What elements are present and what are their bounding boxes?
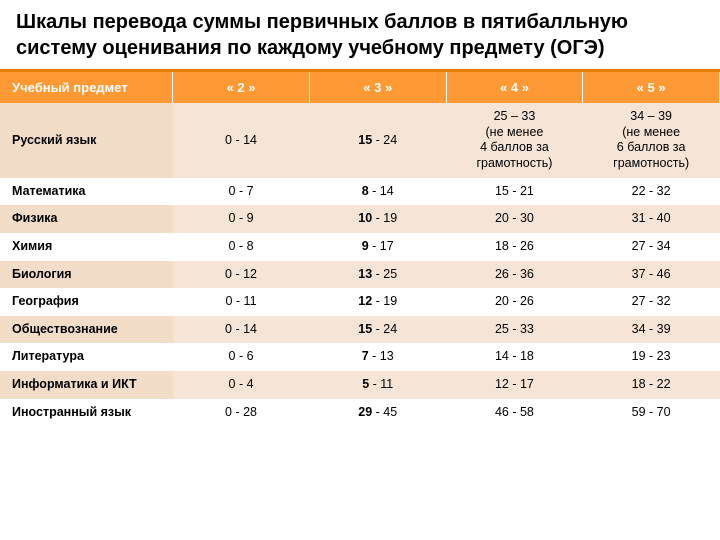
header-grade-2: « 2 » — [173, 72, 310, 103]
cell-grade-3: 15 - 24 — [309, 103, 446, 178]
header-grade-4: « 4 » — [446, 72, 583, 103]
header-subject: Учебный предмет — [0, 72, 173, 103]
cell-grade-4: 25 - 33 — [446, 316, 583, 344]
cell-subject: География — [0, 288, 173, 316]
cell-grade-2: 0 - 9 — [173, 205, 310, 233]
table-row: Математика0 - 78 - 1415 - 2122 - 32 — [0, 178, 720, 206]
cell-subject: Обществознание — [0, 316, 173, 344]
page-title: Шкалы перевода суммы первичных баллов в … — [0, 0, 720, 72]
cell-grade-5: 34 – 39 (не менее 6 баллов за грамотност… — [583, 103, 720, 178]
cell-grade-2: 0 - 8 — [173, 233, 310, 261]
cell-grade-3: 9 - 17 — [309, 233, 446, 261]
table-row: Иностранный язык0 - 2829 - 4546 - 5859 -… — [0, 399, 720, 427]
cell-subject: Иностранный язык — [0, 399, 173, 427]
cell-grade-5: 59 - 70 — [583, 399, 720, 427]
table-row: Биология0 - 1213 - 2526 - 3637 - 46 — [0, 261, 720, 289]
cell-grade-4: 46 - 58 — [446, 399, 583, 427]
cell-grade-4: 20 - 26 — [446, 288, 583, 316]
cell-grade-5: 37 - 46 — [583, 261, 720, 289]
cell-grade-4: 25 – 33 (не менее 4 баллов за грамотност… — [446, 103, 583, 178]
cell-grade-5: 34 - 39 — [583, 316, 720, 344]
cell-grade-5: 19 - 23 — [583, 343, 720, 371]
table-row: Информатика и ИКТ0 - 45 - 1112 - 1718 - … — [0, 371, 720, 399]
cell-grade-4: 26 - 36 — [446, 261, 583, 289]
cell-subject: Информатика и ИКТ — [0, 371, 173, 399]
cell-grade-2: 0 - 7 — [173, 178, 310, 206]
cell-grade-2: 0 - 28 — [173, 399, 310, 427]
table-row: Химия0 - 89 - 1718 - 2627 - 34 — [0, 233, 720, 261]
cell-grade-3: 13 - 25 — [309, 261, 446, 289]
cell-grade-4: 15 - 21 — [446, 178, 583, 206]
cell-grade-2: 0 - 11 — [173, 288, 310, 316]
table-row: Литература0 - 67 - 1314 - 1819 - 23 — [0, 343, 720, 371]
cell-subject: Химия — [0, 233, 173, 261]
cell-subject: Литература — [0, 343, 173, 371]
cell-subject: Физика — [0, 205, 173, 233]
cell-grade-5: 27 - 32 — [583, 288, 720, 316]
cell-grade-4: 20 - 30 — [446, 205, 583, 233]
cell-subject: Математика — [0, 178, 173, 206]
cell-grade-3: 15 - 24 — [309, 316, 446, 344]
table-row: География0 - 1112 - 1920 - 2627 - 32 — [0, 288, 720, 316]
cell-grade-3: 12 - 19 — [309, 288, 446, 316]
cell-grade-2: 0 - 4 — [173, 371, 310, 399]
header-grade-5: « 5 » — [583, 72, 720, 103]
table-header-row: Учебный предмет « 2 » « 3 » « 4 » « 5 » — [0, 72, 720, 103]
cell-grade-5: 22 - 32 — [583, 178, 720, 206]
table-row: Русский язык0 - 1415 - 2425 – 33 (не мен… — [0, 103, 720, 178]
header-grade-3: « 3 » — [309, 72, 446, 103]
cell-grade-5: 18 - 22 — [583, 371, 720, 399]
cell-grade-5: 27 - 34 — [583, 233, 720, 261]
cell-grade-3: 5 - 11 — [309, 371, 446, 399]
cell-grade-4: 18 - 26 — [446, 233, 583, 261]
cell-grade-2: 0 - 12 — [173, 261, 310, 289]
cell-grade-3: 7 - 13 — [309, 343, 446, 371]
cell-grade-3: 8 - 14 — [309, 178, 446, 206]
cell-grade-4: 14 - 18 — [446, 343, 583, 371]
cell-grade-5: 31 - 40 — [583, 205, 720, 233]
cell-grade-2: 0 - 14 — [173, 103, 310, 178]
cell-subject: Биология — [0, 261, 173, 289]
table-row: Физика0 - 910 - 1920 - 3031 - 40 — [0, 205, 720, 233]
cell-grade-4: 12 - 17 — [446, 371, 583, 399]
cell-grade-2: 0 - 6 — [173, 343, 310, 371]
cell-subject: Русский язык — [0, 103, 173, 178]
cell-grade-2: 0 - 14 — [173, 316, 310, 344]
table-row: Обществознание0 - 1415 - 2425 - 3334 - 3… — [0, 316, 720, 344]
cell-grade-3: 10 - 19 — [309, 205, 446, 233]
grade-table: Учебный предмет « 2 » « 3 » « 4 » « 5 » … — [0, 72, 720, 426]
cell-grade-3: 29 - 45 — [309, 399, 446, 427]
grade-table-container: Учебный предмет « 2 » « 3 » « 4 » « 5 » … — [0, 72, 720, 426]
